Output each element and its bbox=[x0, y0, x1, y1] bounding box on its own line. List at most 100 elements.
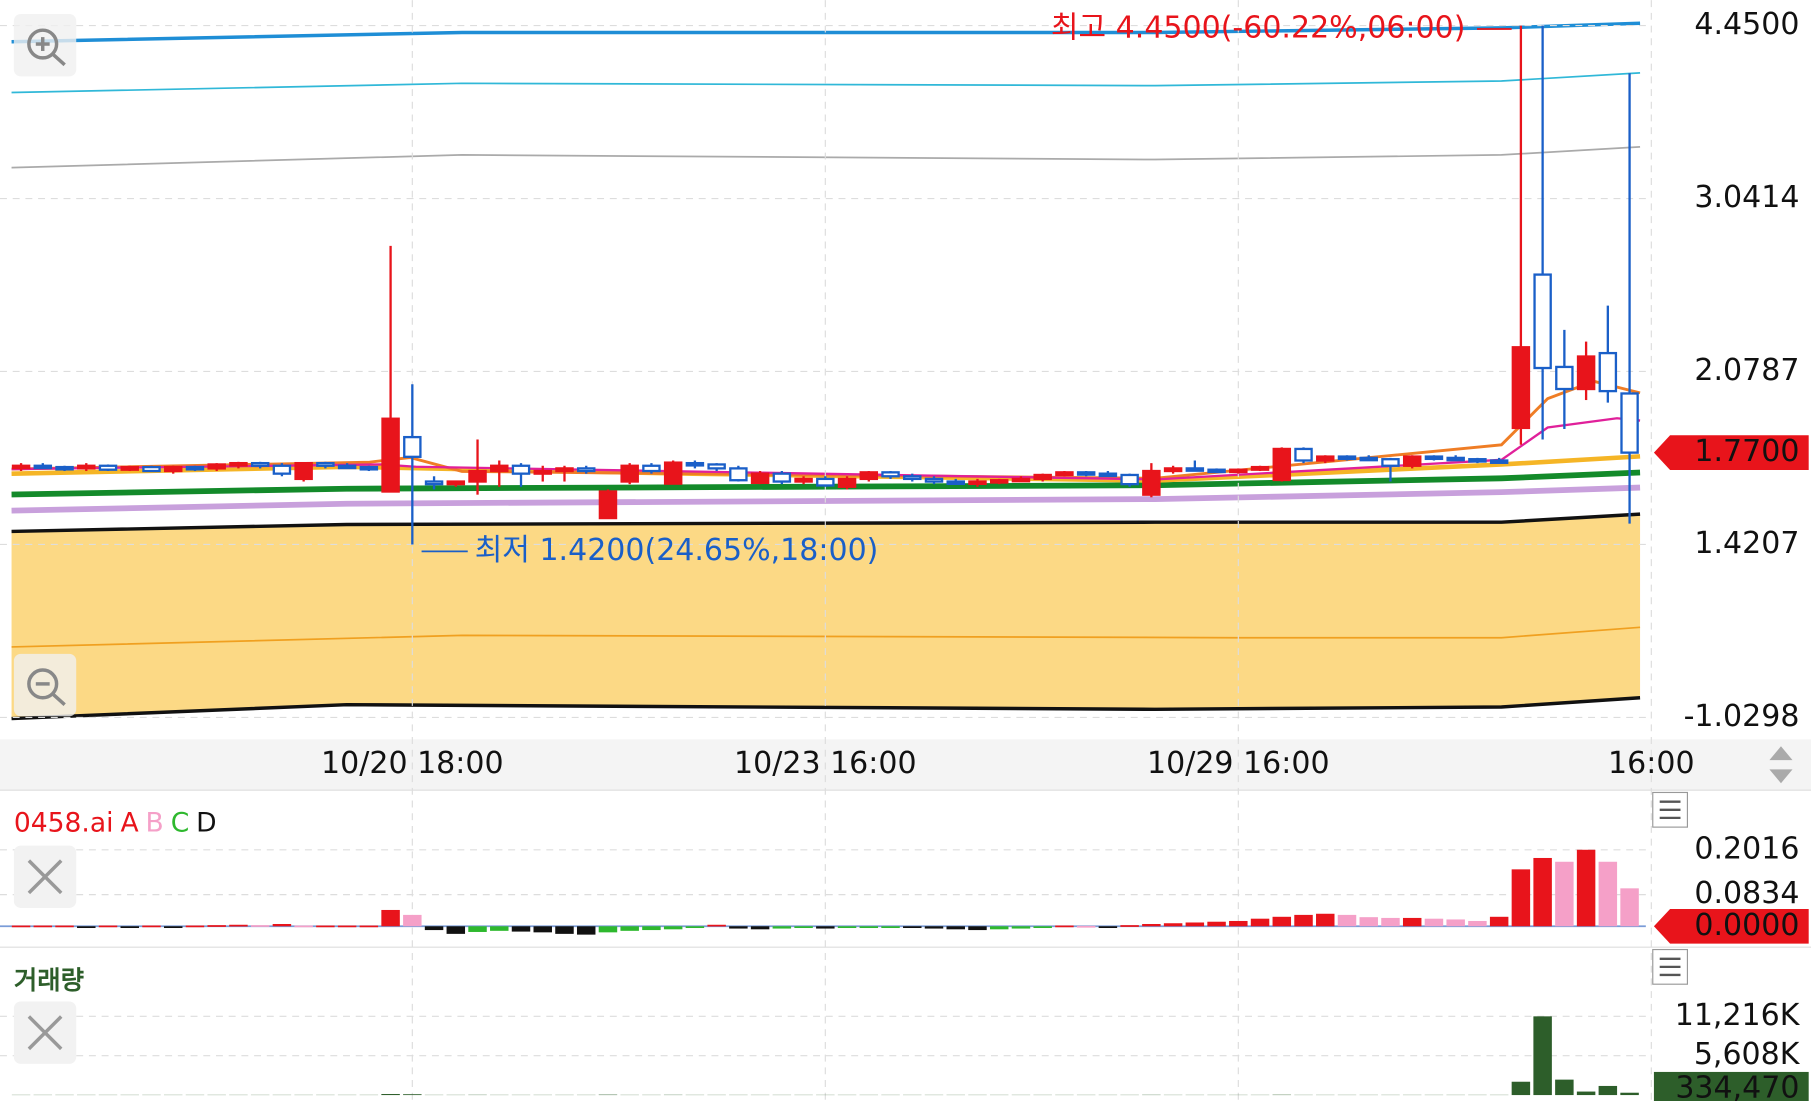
indicator-bar bbox=[185, 925, 205, 928]
candle-body bbox=[229, 461, 248, 467]
candle-body bbox=[142, 465, 161, 473]
candle-body bbox=[989, 479, 1009, 484]
indicator-bar bbox=[620, 926, 639, 931]
indicator-bar bbox=[11, 925, 31, 928]
candle-body bbox=[1359, 456, 1378, 462]
indicator-bar bbox=[468, 926, 487, 932]
time-axis-bar bbox=[0, 739, 1811, 791]
candle-body bbox=[555, 467, 574, 473]
indicator-bar bbox=[1163, 923, 1183, 927]
candle-body bbox=[772, 472, 792, 483]
candle-body bbox=[55, 465, 74, 471]
y-tick-label: 0.2016 bbox=[1694, 831, 1799, 866]
candle-body bbox=[1272, 447, 1292, 482]
zoom-out-button[interactable] bbox=[13, 653, 77, 717]
close-volume-button[interactable] bbox=[13, 1001, 77, 1064]
ma-line bbox=[11, 72, 1641, 94]
indicator-bar bbox=[359, 925, 379, 928]
indicator-bar bbox=[337, 925, 357, 928]
indicator-bar bbox=[1402, 917, 1422, 927]
indicator-bar bbox=[1011, 926, 1031, 929]
candle-body bbox=[11, 464, 31, 470]
indicator-bar bbox=[1359, 917, 1378, 927]
candle-body bbox=[1076, 471, 1096, 476]
indicator-bar bbox=[1576, 849, 1596, 927]
indicator-bar bbox=[837, 926, 857, 929]
volume-menu[interactable] bbox=[1652, 948, 1688, 985]
indicator-bar bbox=[1120, 925, 1139, 927]
candle-body bbox=[881, 471, 900, 478]
candle-body bbox=[729, 467, 748, 482]
y-tick-label: 2.0787 bbox=[1694, 353, 1799, 388]
candle-body bbox=[163, 465, 183, 473]
indicator-bar bbox=[642, 926, 661, 931]
indicator-bar bbox=[1076, 925, 1096, 928]
candle-body bbox=[424, 480, 444, 486]
indicator-bar bbox=[163, 926, 183, 929]
indicator-bar bbox=[1055, 925, 1074, 928]
indicator-bar bbox=[98, 925, 118, 928]
indicator-bar bbox=[576, 926, 596, 935]
candle-body bbox=[1489, 459, 1509, 464]
indicator-bar bbox=[142, 925, 161, 928]
indicator-bar bbox=[729, 926, 748, 929]
candle-body bbox=[98, 464, 118, 471]
indicator-bar bbox=[750, 926, 770, 930]
indicator-bar bbox=[511, 926, 531, 932]
candle-body bbox=[1446, 456, 1465, 462]
candle-body bbox=[1511, 346, 1531, 430]
candle-body bbox=[946, 480, 965, 486]
candle-body bbox=[903, 475, 922, 481]
close-indicator-button[interactable] bbox=[13, 845, 77, 908]
candle-body bbox=[598, 490, 618, 520]
indicator-bar bbox=[1511, 869, 1531, 927]
indicator-bar bbox=[859, 926, 879, 929]
indicator-bar bbox=[1098, 926, 1118, 929]
candle-body bbox=[272, 464, 292, 475]
scroll-arrows[interactable] bbox=[1769, 746, 1793, 784]
indicator-bar bbox=[946, 926, 965, 930]
volume-tag-label: 334,470 bbox=[1675, 1071, 1799, 1101]
candle-body bbox=[750, 472, 770, 485]
candle-body bbox=[468, 469, 487, 483]
y-tick-label: -1.0298 bbox=[1684, 699, 1800, 734]
legend-entry: D bbox=[196, 807, 216, 838]
indicator-bar bbox=[446, 926, 466, 934]
indicator-tag bbox=[1653, 908, 1809, 944]
indicator-name: 0458.ai bbox=[14, 807, 114, 838]
volume-bar bbox=[381, 1094, 400, 1096]
ma-line bbox=[11, 484, 1641, 514]
candle-body bbox=[1533, 273, 1552, 370]
indicator-bar bbox=[881, 926, 900, 929]
indicator-bar bbox=[1229, 920, 1248, 927]
y-tick-label: 4.4500 bbox=[1694, 7, 1799, 42]
candle-body bbox=[446, 480, 466, 486]
indicator-bar bbox=[1446, 919, 1465, 927]
indicator-bar bbox=[490, 926, 509, 931]
candle-body bbox=[1207, 468, 1226, 474]
candle-body bbox=[794, 477, 813, 483]
band-mid bbox=[11, 626, 1641, 648]
candle-body bbox=[924, 477, 944, 483]
indicator-bar bbox=[794, 926, 813, 929]
candle-body bbox=[33, 464, 53, 470]
zoom-in-button[interactable] bbox=[13, 14, 77, 77]
indicator-bar bbox=[772, 926, 792, 929]
candle-body bbox=[381, 417, 400, 493]
indicator-bar bbox=[424, 926, 444, 931]
band-lower bbox=[11, 696, 1641, 721]
annotation: 최고 4.4500(-60.22%,06:00) bbox=[1051, 11, 1466, 46]
candle-body bbox=[1468, 458, 1487, 463]
volume-tag bbox=[1653, 1071, 1809, 1101]
indicator-bar bbox=[1555, 861, 1574, 927]
candle-body bbox=[642, 464, 661, 473]
candle-body bbox=[685, 461, 705, 467]
candle-body bbox=[816, 477, 835, 487]
indicator-bar bbox=[1033, 926, 1052, 929]
indicator-bar bbox=[1489, 916, 1509, 927]
indicator-bar bbox=[1272, 916, 1292, 927]
indicator-menu[interactable] bbox=[1652, 791, 1688, 828]
candle-body bbox=[1337, 455, 1357, 461]
indicator-bar bbox=[55, 925, 74, 928]
candle-body bbox=[490, 464, 509, 473]
